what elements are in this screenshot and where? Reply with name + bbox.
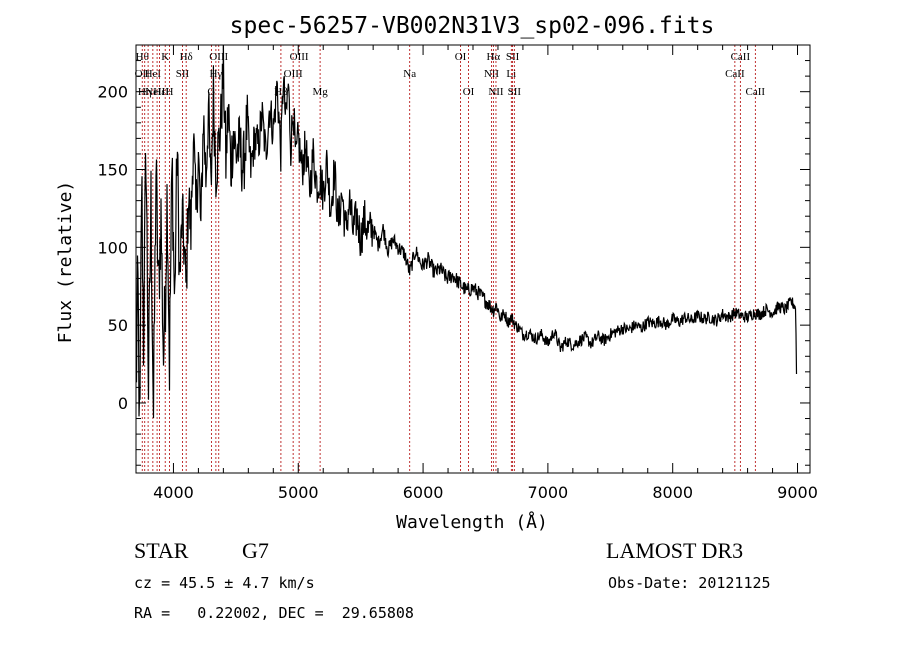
x-tick-label: 8000 (652, 483, 693, 502)
y-tick-label: 200 (97, 83, 128, 102)
line-marker-label: NII (488, 86, 504, 98)
line-marker-label: CaII (725, 68, 745, 80)
plot-frame (135, 44, 811, 474)
y-axis-label: Flux (relative) (55, 181, 76, 344)
y-tick-label: 150 (97, 161, 128, 180)
line-marker-label: Hγ (209, 68, 222, 80)
y-tick-label: 50 (108, 316, 128, 335)
x-tick-label: 9000 (777, 483, 818, 502)
line-marker-label: SII (176, 68, 190, 80)
line-marker-label: Hε (153, 86, 166, 98)
line-marker-label: G (207, 86, 215, 98)
y-tick-label: 0 (118, 394, 128, 413)
line-marker-label: OI (463, 86, 475, 98)
line-marker-label: OI (455, 51, 467, 63)
line-marker-label: Mg (312, 86, 328, 98)
line-marker-label: Li (506, 68, 516, 80)
line-marker-label: H (165, 86, 173, 98)
x-tick-label: 4000 (153, 483, 194, 502)
spectrum-line (135, 44, 798, 419)
line-marker-label: HeI (145, 68, 162, 80)
object-subclass: G7 (242, 538, 269, 563)
line-marker-label: CaII (746, 86, 766, 98)
x-tick-label: 5000 (278, 483, 319, 502)
line-marker-label: CaII (731, 51, 751, 63)
survey-name: LAMOST DR3 (606, 538, 744, 563)
line-marker-label: NII (484, 68, 500, 80)
line-marker-label: OIII (284, 68, 303, 80)
line-marker-label: Na (403, 68, 416, 80)
x-axis-label: Wavelength (Å) (396, 511, 548, 533)
line-marker-label: Hδ (180, 51, 193, 63)
x-tick-label: 6000 (403, 483, 444, 502)
line-marker-label: SII (506, 51, 520, 63)
line-marker-label: NeIII (145, 86, 169, 98)
line-marker-label: OIII (209, 51, 228, 63)
coordinates: RA = 0.22002, DEC = 29.65808 (134, 604, 414, 622)
line-marker-label: SII (508, 86, 522, 98)
line-marker-label: Hα (486, 51, 500, 63)
line-marker-label: OIII (290, 51, 309, 63)
axis-ticks: 4000 5000 6000 7000 8000 9000 0 50 100 150 200 (97, 45, 818, 502)
line-marker-label: K (161, 51, 169, 63)
redshift-velocity: cz = 45.5 ± 4.7 km/s (134, 574, 315, 592)
line-marker-label: Hθ (136, 51, 149, 63)
line-marker-label: OII (135, 68, 151, 80)
chart-title: spec-56257-VB002N31V3_sp02-096.fits (230, 13, 715, 39)
object-class: STAR (134, 538, 189, 563)
y-tick-label: 100 (97, 238, 128, 257)
x-tick-label: 7000 (528, 483, 569, 502)
observation-date: Obs-Date: 20121125 (608, 574, 771, 592)
